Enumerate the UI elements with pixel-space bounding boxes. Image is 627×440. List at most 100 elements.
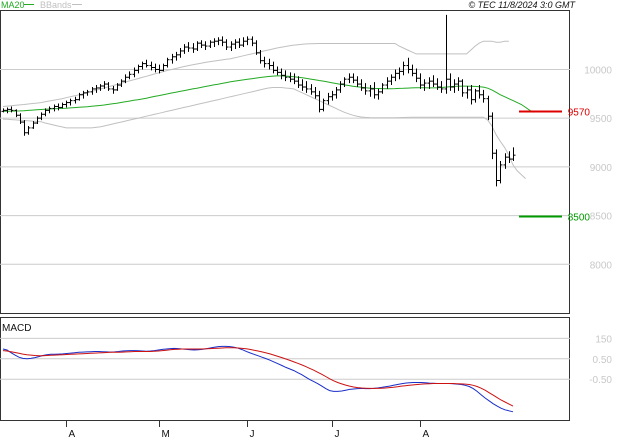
macd-tick-label: 0.50 bbox=[593, 355, 613, 366]
ohlc-bar bbox=[233, 39, 238, 49]
ohlc-bar bbox=[456, 77, 461, 91]
ohlc-bar bbox=[60, 102, 65, 109]
ohlc-bar bbox=[132, 67, 137, 78]
ohlc-bar bbox=[262, 56, 267, 68]
ohlc-bar bbox=[452, 79, 457, 93]
ohlc-bar bbox=[220, 36, 225, 47]
ohlc-bar bbox=[355, 76, 360, 87]
ohlc-bar bbox=[94, 85, 99, 93]
ohlc-bar bbox=[43, 108, 48, 117]
macd-line bbox=[2, 345, 514, 413]
ohlc-bar bbox=[279, 68, 284, 80]
ohlc-bar bbox=[119, 79, 124, 87]
ma20-line bbox=[2, 75, 535, 113]
ohlc-bar bbox=[31, 121, 36, 129]
price-grid: 10000 9500 9000 8500 8000 bbox=[0, 65, 612, 271]
ohlc-bar bbox=[511, 147, 516, 162]
ohlc-bar bbox=[258, 49, 263, 64]
macd-label: MACD bbox=[2, 323, 31, 334]
ohlc-bar bbox=[368, 85, 373, 97]
ohlc-bar bbox=[431, 75, 436, 87]
ohlc-bar bbox=[393, 69, 398, 82]
ohlc-bar bbox=[106, 82, 111, 91]
ohlc-bar bbox=[372, 82, 377, 99]
ohlc-bar bbox=[170, 53, 175, 64]
ohlc-bar bbox=[300, 79, 305, 91]
ohlc-bar bbox=[18, 113, 23, 125]
price-tick-label: 9500 bbox=[590, 114, 613, 125]
ohlc-bar bbox=[56, 103, 61, 111]
ohlc-bar bbox=[90, 86, 95, 95]
ohlc-bar bbox=[406, 57, 411, 74]
ohlc-bar bbox=[85, 89, 90, 96]
ohlc-bar bbox=[144, 59, 149, 68]
copyright-text: © TEC 11/8/2024 3:0 GMT bbox=[468, 0, 576, 10]
ohlc-bar bbox=[410, 64, 415, 77]
ohlc-bar bbox=[347, 73, 352, 84]
ohlc-bar bbox=[191, 43, 196, 53]
ohlc-bar bbox=[465, 86, 470, 99]
ohlc-bar bbox=[317, 90, 322, 113]
ohlc-bar bbox=[271, 61, 276, 74]
ohlc-bar bbox=[203, 41, 208, 50]
ohlc-bar bbox=[47, 106, 52, 114]
ohlc-bar bbox=[9, 106, 14, 113]
ohlc-bar bbox=[351, 73, 356, 84]
ohlc-bar bbox=[245, 36, 250, 46]
ohlc-bar bbox=[401, 61, 406, 76]
ohlc-bar bbox=[477, 85, 482, 99]
ohlc-bar bbox=[292, 73, 297, 85]
ohlc-bar bbox=[288, 72, 293, 83]
ohlc-bar bbox=[73, 96, 78, 104]
ohlc-bar bbox=[326, 92, 331, 105]
month-label: J bbox=[335, 429, 340, 440]
ohlc-bar bbox=[224, 39, 229, 50]
ohlc-bar bbox=[229, 41, 234, 51]
level-label: 9570 bbox=[568, 108, 591, 119]
ohlc-bar bbox=[237, 38, 242, 49]
ohlc-bar bbox=[435, 78, 440, 90]
ohlc-bar bbox=[250, 36, 255, 47]
price-tick-label: 8000 bbox=[590, 260, 613, 271]
ohlc-bar bbox=[68, 98, 73, 106]
price-tick-label: 9000 bbox=[590, 163, 613, 174]
ohlc-bar bbox=[342, 77, 347, 87]
ohlc-bar bbox=[330, 90, 335, 101]
ohlc-bar bbox=[321, 98, 326, 112]
ohlc-bar bbox=[64, 100, 69, 108]
ohlc-bar bbox=[503, 153, 508, 169]
ohlc-bar bbox=[422, 79, 427, 91]
ohlc-bar bbox=[115, 83, 120, 91]
ohlc-bar bbox=[498, 161, 503, 184]
ohlc-bar bbox=[296, 76, 301, 88]
ohlc-bar bbox=[153, 63, 158, 73]
ohlc-bar bbox=[161, 63, 166, 72]
ohlc-bar bbox=[283, 70, 288, 82]
ohlc-bar bbox=[35, 116, 40, 125]
ohlc-bar bbox=[418, 73, 423, 89]
macd-panel-frame bbox=[0, 317, 570, 421]
ohlc-bar bbox=[313, 86, 318, 99]
ohlc-bar bbox=[102, 81, 107, 89]
price-panel-frame bbox=[0, 10, 570, 314]
ohlc-bar bbox=[338, 81, 343, 93]
ohlc-bar bbox=[414, 68, 419, 83]
ohlc-bar bbox=[481, 89, 486, 103]
ohlc-bar bbox=[359, 79, 364, 91]
ohlc-bar bbox=[208, 40, 213, 49]
ohlc-bar bbox=[212, 38, 217, 48]
ohlc-bar bbox=[444, 14, 449, 94]
ohlc-bar bbox=[165, 57, 170, 68]
ohlc-bar bbox=[254, 40, 259, 55]
macd-tick-label: -0.50 bbox=[589, 375, 612, 386]
ohlc-bars bbox=[1, 14, 516, 187]
price-tick-label: 10000 bbox=[584, 65, 612, 76]
ohlc-bar bbox=[267, 58, 272, 70]
ohlc-bar bbox=[439, 81, 444, 93]
ohlc-bar bbox=[334, 86, 339, 99]
ohlc-bar bbox=[380, 83, 385, 94]
ohlc-bar bbox=[186, 42, 191, 52]
